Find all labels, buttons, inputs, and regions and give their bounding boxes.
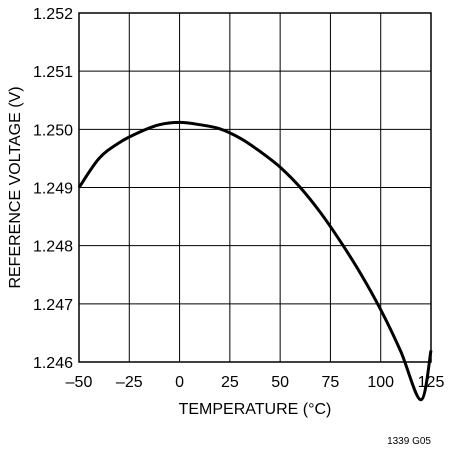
- x-tick-label: 50: [271, 374, 289, 391]
- y-axis-title: REFERENCE VOLTAGE (V): [7, 86, 24, 288]
- x-tick-label: 100: [367, 374, 394, 391]
- y-tick-labels: 1.246 1.247 1.248 1.249 1.250 1.251 1.252: [33, 6, 73, 372]
- x-tick-label: 25: [221, 374, 239, 391]
- x-axis-title: TEMPERATURE (°C): [179, 401, 332, 418]
- x-tick-label: 0: [175, 374, 184, 391]
- series-line-reference-voltage: [77, 120, 433, 402]
- y-tick-label: 1.248: [33, 239, 73, 256]
- y-tick-label: 1.249: [33, 181, 73, 198]
- x-tick-label: 75: [322, 374, 340, 391]
- x-tick-label: 125: [418, 374, 445, 391]
- y-tick-label: 1.247: [33, 297, 73, 314]
- y-tick-label: 1.246: [33, 355, 73, 372]
- figure-id: 1339 G05: [387, 436, 431, 447]
- x-tick-labels: –50 –25 0 25 50 75 100 125: [66, 374, 445, 391]
- grid: [78, 12, 432, 363]
- x-tick-label: –50: [66, 374, 93, 391]
- y-tick-label: 1.250: [33, 122, 73, 139]
- y-tick-label: 1.251: [33, 64, 73, 81]
- x-tick-label: –25: [116, 374, 143, 391]
- y-tick-label: 1.252: [33, 6, 73, 23]
